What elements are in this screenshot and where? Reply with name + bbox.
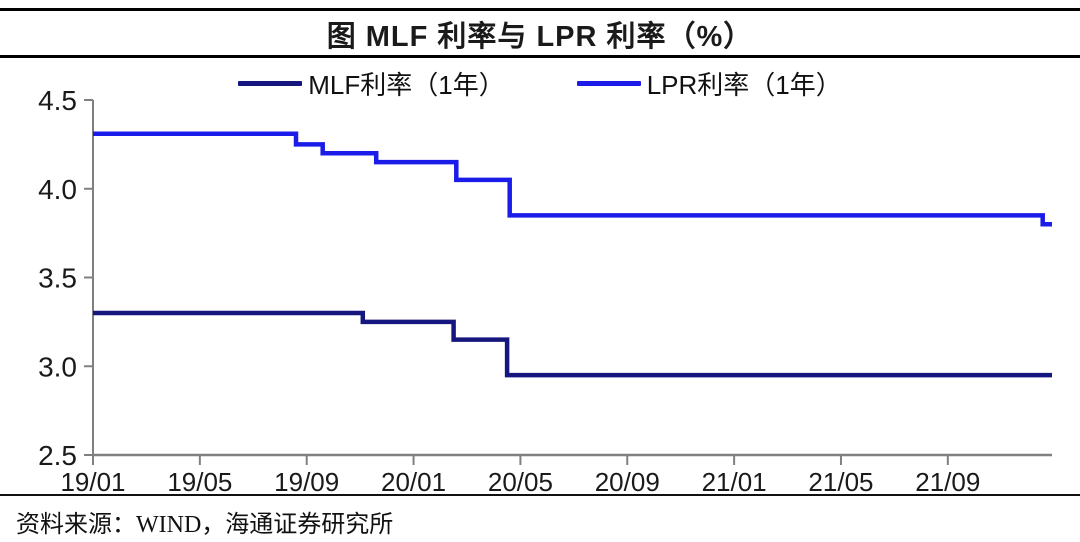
x-tick-label: 20/09 — [595, 467, 660, 497]
series-line-mlf-1y — [93, 310, 1052, 378]
x-tick-label: 19/01 — [60, 467, 125, 497]
source-rule — [0, 494, 1080, 496]
legend: MLF利率（1年） LPR利率（1年） — [0, 66, 1080, 100]
y-tick-label: 2.5 — [38, 440, 77, 471]
x-tick-label: 21/05 — [808, 467, 873, 497]
x-tick-label: 19/05 — [167, 467, 232, 497]
mlf-line-swatch — [238, 80, 303, 86]
y-tick-label: 4.0 — [38, 174, 77, 205]
title-bottom-rule — [0, 55, 1080, 58]
title-top-rule — [0, 8, 1080, 11]
legend-label-mlf: MLF利率（1年） — [308, 69, 505, 100]
x-tick-label: 20/01 — [381, 467, 446, 497]
chart-title: 图 MLF 利率与 LPR 利率（%） — [326, 21, 754, 53]
x-tick-label: 19/09 — [274, 467, 339, 497]
legend-label-lpr: LPR利率（1年） — [646, 69, 842, 100]
legend-item-lpr: LPR利率（1年） — [576, 65, 842, 102]
x-tick-label: 21/09 — [915, 467, 980, 497]
x-tick-label: 21/01 — [702, 467, 767, 497]
y-tick-label: 3.5 — [38, 263, 77, 294]
series-line-lpr-1y — [93, 131, 1052, 227]
lpr-line-swatch — [576, 80, 641, 86]
legend-item-mlf: MLF利率（1年） — [238, 65, 505, 102]
y-tick-label: 3.0 — [38, 351, 77, 382]
y-tick-label: 4.5 — [38, 85, 77, 116]
source-note: 资料来源：WIND，海通证券研究所 — [16, 512, 394, 538]
x-tick-label: 20/05 — [488, 467, 553, 497]
